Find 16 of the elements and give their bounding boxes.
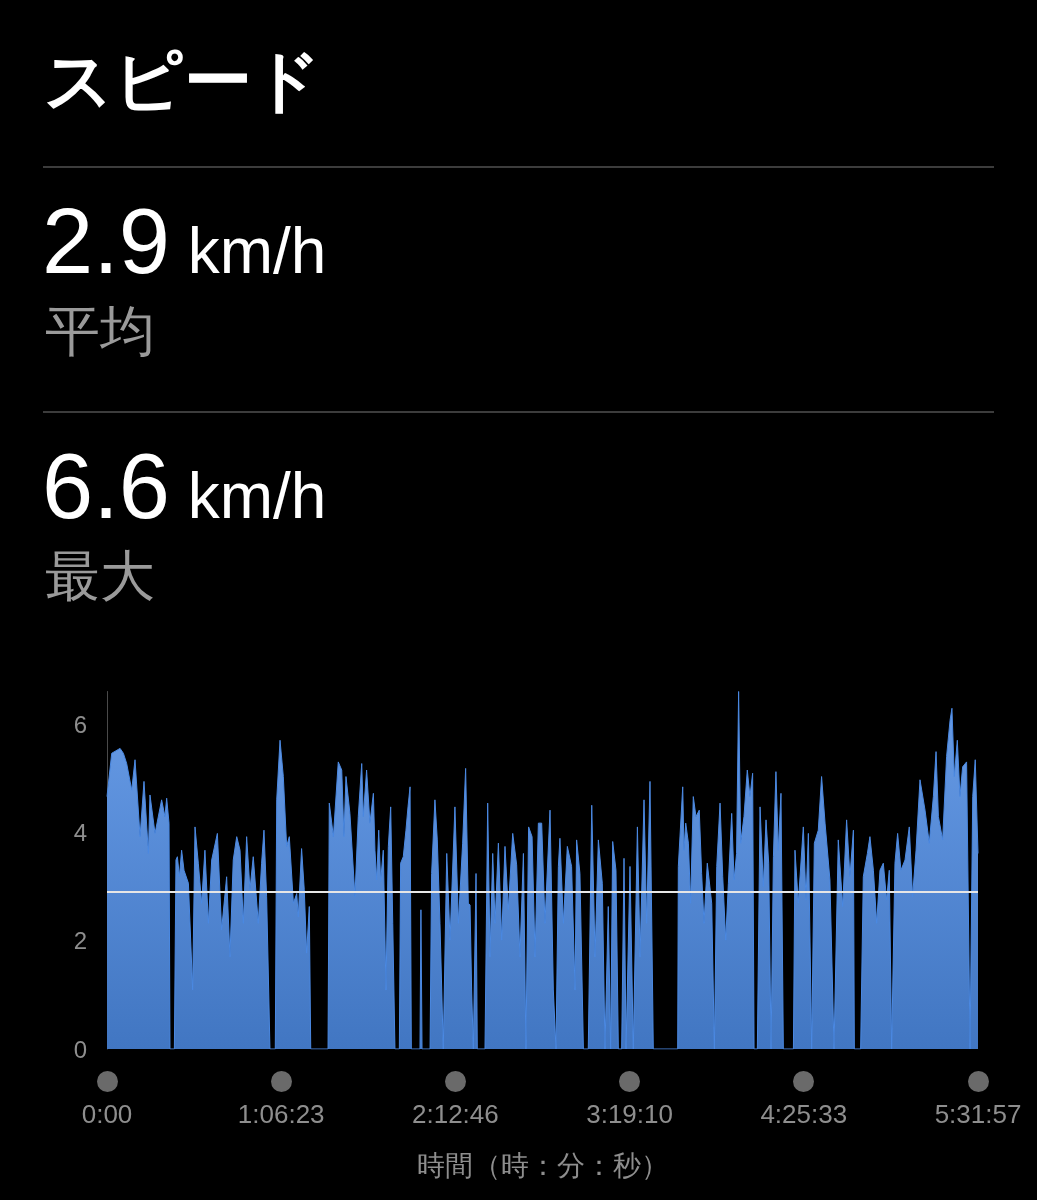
x-axis-title: 時間（時：分：秒） xyxy=(416,1149,669,1181)
y-tick-label: 0 xyxy=(73,1035,87,1063)
y-tick-label: 4 xyxy=(73,818,87,846)
x-tick-label: 4:25:33 xyxy=(760,1099,848,1129)
text: 6.6 km/h xyxy=(42,435,327,537)
x-tick-label: 2:12:46 xyxy=(411,1099,499,1129)
y-tick-label: 6 xyxy=(73,710,87,738)
y-tick-label: 2 xyxy=(73,927,87,955)
chart-title: スピード xyxy=(44,42,322,118)
text: 平均 xyxy=(45,300,155,362)
text: 最大 xyxy=(45,545,155,607)
text: 2.9 km/h xyxy=(42,190,327,292)
x-tick-label: 5:31:57 xyxy=(934,1099,1022,1129)
x-tick-label: 3:19:10 xyxy=(586,1099,673,1129)
x-tick-label: 0:00 xyxy=(81,1099,133,1129)
x-tick-label: 1:06:23 xyxy=(237,1099,325,1129)
